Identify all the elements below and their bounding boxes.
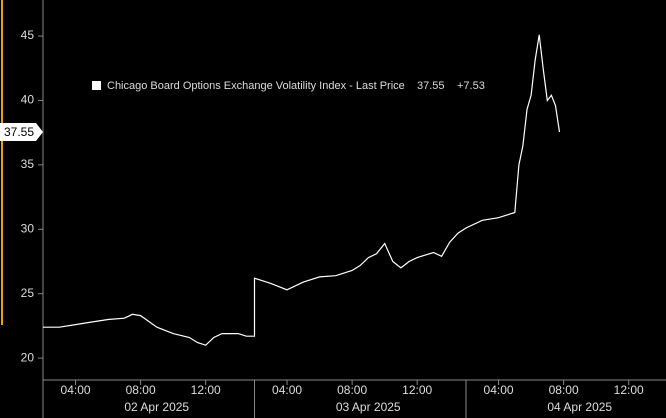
y-tick-label: 20 (21, 350, 35, 364)
day-label: 03 Apr 2025 (336, 400, 401, 414)
x-tick-label: 08:00 (549, 383, 579, 397)
last-price-box (0, 123, 43, 142)
y-tick-label: 45 (21, 28, 35, 42)
legend: Chicago Board Options Exchange Volatilit… (92, 80, 485, 92)
x-tick-label: 12:00 (191, 383, 221, 397)
x-tick-label: 12:00 (614, 383, 644, 397)
legend-swatch (92, 81, 101, 90)
x-tick-label: 04:00 (272, 383, 302, 397)
legend-change: +7.53 (457, 80, 485, 92)
last-price-label: 37.55 (4, 125, 34, 139)
x-tick-label: 08:00 (337, 383, 367, 397)
x-tick-label: 04:00 (484, 383, 514, 397)
price-line (43, 34, 561, 346)
legend-price: 37.55 (417, 80, 445, 92)
y-tick-label: 35 (21, 157, 35, 171)
y-tick-label: 25 (21, 286, 35, 300)
x-tick-label: 12:00 (402, 383, 432, 397)
day-label: 04 Apr 2025 (547, 400, 612, 414)
legend-label: Chicago Board Options Exchange Volatilit… (107, 80, 405, 92)
x-tick-label: 08:00 (126, 383, 156, 397)
y-tick-label: 30 (21, 221, 35, 235)
y-tick-label: 40 (21, 93, 35, 107)
day-label: 02 Apr 2025 (124, 400, 189, 414)
x-tick-label: 04:00 (61, 383, 91, 397)
